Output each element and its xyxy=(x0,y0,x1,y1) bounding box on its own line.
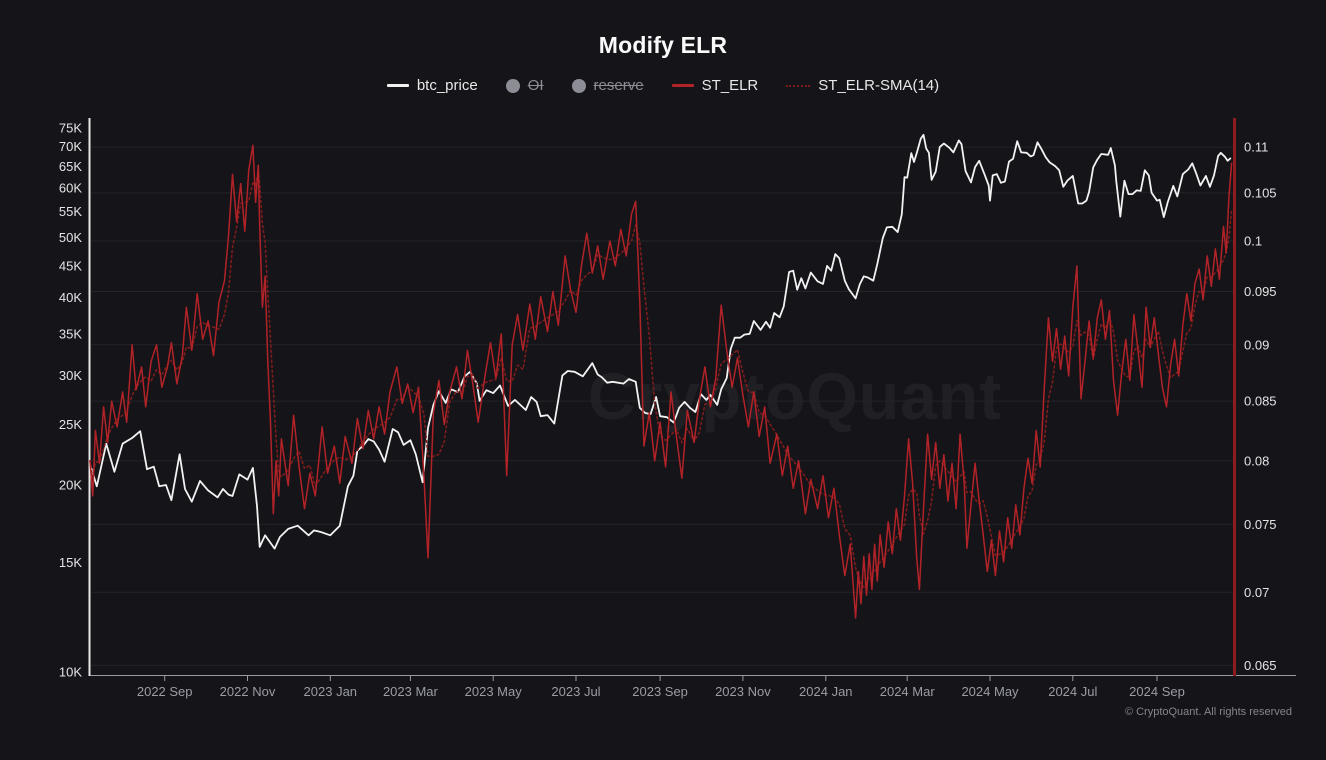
right-axis-tick-label: 0.085 xyxy=(1244,394,1277,409)
x-axis-tick-label: 2023 May xyxy=(465,684,523,699)
left-axis-tick-label: 15K xyxy=(59,555,82,570)
right-axis-tick-label: 0.105 xyxy=(1244,185,1277,200)
legend-label: OI xyxy=(527,77,544,94)
x-axis-tick-label: 2024 Sep xyxy=(1129,684,1185,699)
legend-line-marker xyxy=(786,84,811,87)
legend-label: btc_price xyxy=(416,77,478,94)
legend-label: ST_ELR xyxy=(701,77,759,94)
legend: btc_price OI reserve ST_ELR ST_ELR-SMA(14) xyxy=(0,78,1326,93)
x-axis-tick-label: 2024 Jan xyxy=(799,684,853,699)
legend-line-marker xyxy=(671,84,694,87)
legend-item-st-elr-sma-14-[interactable]: ST_ELR-SMA(14) xyxy=(786,78,939,93)
right-axis-tick-label: 0.08 xyxy=(1244,453,1269,468)
right-axis-tick-label: 0.07 xyxy=(1244,585,1269,600)
legend-line-marker xyxy=(386,84,409,87)
left-axis-tick-label: 45K xyxy=(59,258,82,273)
right-axis-tick-label: 0.065 xyxy=(1244,658,1277,673)
x-axis-tick-label: 2023 Mar xyxy=(383,684,439,699)
left-axis-tick-label: 35K xyxy=(59,326,82,341)
copyright-notice: © CryptoQuant. All rights reserved xyxy=(1124,706,1292,718)
left-axis-tick-label: 65K xyxy=(59,159,82,174)
x-axis-tick-label: 2023 Jan xyxy=(304,684,358,699)
x-axis-tick-label: 2024 Mar xyxy=(880,684,936,699)
right-axis-tick-label: 0.075 xyxy=(1244,517,1277,532)
series-st-elr xyxy=(89,144,1233,619)
x-axis-tick-label: 2024 Jul xyxy=(1048,684,1097,699)
gridlines xyxy=(91,146,1233,666)
right-axis-tick-label: 0.1 xyxy=(1244,234,1262,249)
legend-item-st-elr[interactable]: ST_ELR xyxy=(671,77,759,94)
legend-item-reserve[interactable]: reserve xyxy=(571,77,644,94)
left-axis-tick-label: 20K xyxy=(59,478,82,493)
left-axis-tick-label: 10K xyxy=(59,665,82,680)
x-axis-tick-label: 2023 Nov xyxy=(715,684,771,699)
legend-label: ST_ELR-SMA(14) xyxy=(818,77,940,94)
left-axis-tick-label: 55K xyxy=(59,204,82,219)
left-axis-tick-label: 25K xyxy=(59,417,82,432)
left-axis-tick-label: 30K xyxy=(59,368,82,383)
left-axis-tick-label: 50K xyxy=(59,230,82,245)
legend-circle-marker xyxy=(505,78,520,93)
x-axis-tick-label: 2023 Jul xyxy=(551,684,600,699)
x-axis-tick-label: 2024 May xyxy=(961,684,1019,699)
x-axis-tick-label: 2022 Sep xyxy=(137,684,193,699)
x-axis: 2022 Sep 2022 Nov 2023 Jan 2023 Mar 2023 May… xyxy=(90,675,1296,699)
right-y-axis: 0.11 0.105 0.1 0.095 0.09 0.085 0.08 0.075 0.07 0… xyxy=(1233,118,1277,676)
left-axis-tick-label: 40K xyxy=(59,290,82,305)
x-axis-tick-label: 2022 Nov xyxy=(220,684,276,699)
legend-item-oi[interactable]: OI xyxy=(505,77,544,94)
series-btc-price xyxy=(89,133,1232,550)
left-axis-tick-label: 75K xyxy=(59,120,82,135)
right-axis-tick-label: 0.09 xyxy=(1244,337,1269,352)
legend-label: reserve xyxy=(593,77,644,94)
right-axis-tick-label: 0.11 xyxy=(1244,140,1268,155)
legend-circle-marker xyxy=(571,78,586,93)
left-axis-tick-label: 60K xyxy=(59,181,82,196)
left-axis-tick-label: 70K xyxy=(59,139,82,154)
right-axis-tick-label: 0.095 xyxy=(1244,284,1277,299)
chart-title: Modify ELR xyxy=(598,32,728,58)
legend-item-btc-price[interactable]: btc_price xyxy=(386,77,478,94)
x-axis-tick-label: 2023 Sep xyxy=(632,684,688,699)
left-y-axis: 75K 70K 65K 60K 55K 50K 45K 40K 35K 30K 25K 20K 15K 1… xyxy=(59,118,91,680)
